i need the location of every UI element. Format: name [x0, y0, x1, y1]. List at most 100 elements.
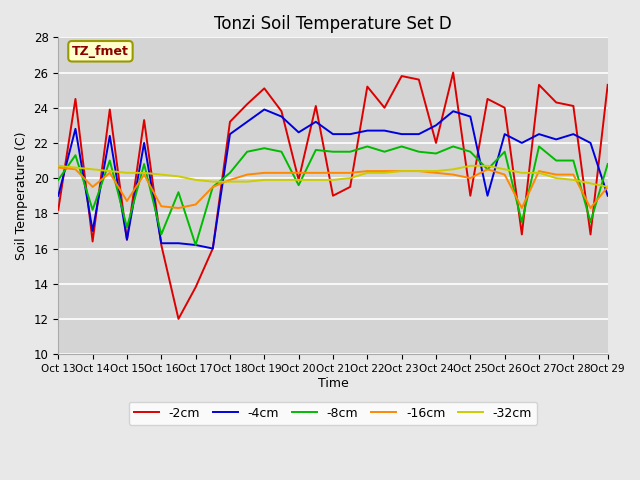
-16cm	[209, 184, 216, 190]
-4cm	[467, 114, 474, 120]
-8cm	[604, 161, 612, 167]
-32cm	[192, 177, 200, 183]
-8cm	[278, 149, 285, 155]
Text: TZ_fmet: TZ_fmet	[72, 45, 129, 58]
-16cm	[381, 168, 388, 174]
-8cm	[140, 161, 148, 167]
-32cm	[381, 170, 388, 176]
-32cm	[604, 184, 612, 190]
-16cm	[415, 168, 422, 174]
Line: -16cm: -16cm	[58, 168, 608, 208]
-16cm	[140, 172, 148, 178]
-2cm	[398, 73, 406, 79]
-8cm	[329, 149, 337, 155]
-32cm	[415, 168, 422, 174]
-2cm	[106, 107, 114, 112]
-32cm	[89, 167, 97, 172]
-2cm	[467, 193, 474, 199]
Legend: -2cm, -4cm, -8cm, -16cm, -32cm: -2cm, -4cm, -8cm, -16cm, -32cm	[129, 402, 537, 424]
-32cm	[72, 165, 79, 170]
-16cm	[260, 170, 268, 176]
-32cm	[587, 180, 595, 186]
-2cm	[226, 119, 234, 125]
-16cm	[484, 167, 492, 172]
-16cm	[175, 205, 182, 211]
-16cm	[449, 172, 457, 178]
-32cm	[570, 177, 577, 183]
-4cm	[364, 128, 371, 133]
-8cm	[157, 231, 165, 237]
-4cm	[587, 140, 595, 146]
-32cm	[157, 172, 165, 178]
-32cm	[552, 175, 560, 181]
-8cm	[398, 144, 406, 149]
-4cm	[535, 131, 543, 137]
-16cm	[329, 170, 337, 176]
-16cm	[518, 205, 525, 211]
-2cm	[278, 108, 285, 114]
-8cm	[72, 152, 79, 158]
-8cm	[381, 149, 388, 155]
-16cm	[552, 172, 560, 178]
-8cm	[346, 149, 354, 155]
-4cm	[89, 228, 97, 234]
-2cm	[518, 231, 525, 237]
-16cm	[226, 177, 234, 183]
-2cm	[157, 242, 165, 248]
-4cm	[570, 131, 577, 137]
-8cm	[243, 149, 251, 155]
-2cm	[243, 101, 251, 107]
-8cm	[484, 167, 492, 172]
-16cm	[192, 202, 200, 207]
-16cm	[312, 170, 319, 176]
-4cm	[175, 240, 182, 246]
-32cm	[243, 179, 251, 184]
-2cm	[209, 246, 216, 252]
-8cm	[449, 144, 457, 149]
Line: -4cm: -4cm	[58, 109, 608, 249]
-16cm	[535, 168, 543, 174]
-8cm	[415, 149, 422, 155]
Title: Tonzi Soil Temperature Set D: Tonzi Soil Temperature Set D	[214, 15, 452, 33]
-16cm	[295, 170, 303, 176]
-8cm	[552, 157, 560, 163]
-32cm	[295, 177, 303, 183]
-32cm	[175, 173, 182, 179]
-8cm	[192, 242, 200, 248]
-8cm	[570, 157, 577, 163]
-2cm	[89, 239, 97, 244]
-4cm	[295, 130, 303, 135]
-4cm	[501, 131, 509, 137]
-8cm	[123, 225, 131, 230]
-16cm	[106, 170, 114, 176]
-16cm	[123, 198, 131, 204]
-32cm	[209, 179, 216, 184]
-2cm	[535, 82, 543, 88]
-4cm	[243, 119, 251, 125]
-4cm	[415, 131, 422, 137]
-2cm	[484, 96, 492, 102]
-16cm	[364, 168, 371, 174]
-16cm	[587, 205, 595, 211]
-16cm	[54, 165, 62, 170]
-2cm	[501, 105, 509, 110]
-2cm	[329, 193, 337, 199]
-32cm	[54, 163, 62, 168]
-32cm	[260, 177, 268, 183]
-32cm	[106, 168, 114, 174]
-32cm	[518, 170, 525, 176]
-4cm	[329, 131, 337, 137]
-32cm	[226, 179, 234, 184]
-2cm	[175, 316, 182, 322]
-4cm	[312, 119, 319, 125]
-4cm	[552, 136, 560, 142]
-8cm	[89, 207, 97, 213]
-8cm	[364, 144, 371, 149]
-32cm	[312, 177, 319, 183]
-4cm	[381, 128, 388, 133]
-4cm	[226, 131, 234, 137]
-2cm	[415, 77, 422, 83]
-2cm	[587, 231, 595, 237]
-4cm	[209, 246, 216, 252]
-2cm	[381, 105, 388, 110]
